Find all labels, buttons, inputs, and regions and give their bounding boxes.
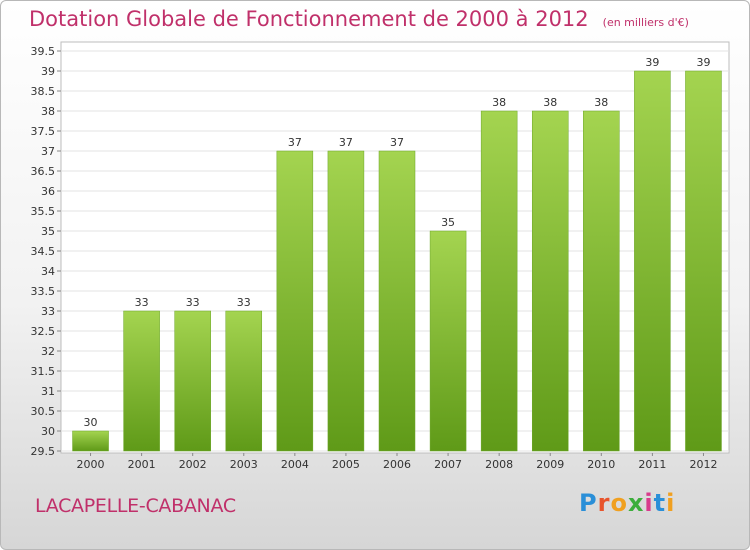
y-tick-label: 36 <box>41 185 55 198</box>
proxiti-logo: Proxiti <box>579 489 676 517</box>
bar-2009 <box>531 110 569 452</box>
x-tick-label: 2004 <box>281 458 309 471</box>
value-labels: 30 33 33 33 37 37 37 35 38 38 38 39 39 <box>84 56 711 429</box>
x-tick-label: 2009 <box>536 458 564 471</box>
x-tick-label: 2010 <box>587 458 615 471</box>
y-tick-label: 30.5 <box>31 405 56 418</box>
value-label: 30 <box>84 416 98 429</box>
y-tick-label: 37.5 <box>31 125 56 138</box>
y-tick-label: 32 <box>41 345 55 358</box>
x-axis: 2000 2001 2002 2003 2004 2005 2006 2007 2008 2009… <box>77 453 717 471</box>
x-tick-label: 2005 <box>332 458 360 471</box>
y-axis: 29.5 30 30.5 31 31.5 32 32.5 33 33.5 34 34.5 35 35.5… <box>31 45 61 458</box>
bar-2002 <box>174 310 211 452</box>
x-tick-label: 2008 <box>485 458 513 471</box>
y-tick-label: 31 <box>41 385 55 398</box>
y-tick-label: 37 <box>41 145 55 158</box>
value-label: 37 <box>390 136 404 149</box>
bar-2012 <box>685 70 722 452</box>
y-tick-label: 29.5 <box>31 445 56 458</box>
bar-2005 <box>327 150 365 452</box>
y-tick-label: 38 <box>41 105 55 118</box>
x-tick-label: 2011 <box>638 458 666 471</box>
y-tick-label: 30 <box>41 425 55 438</box>
value-label: 37 <box>339 136 353 149</box>
value-label: 35 <box>441 216 455 229</box>
y-tick-label: 34.5 <box>31 245 56 258</box>
x-tick-label: 2002 <box>179 458 207 471</box>
bar-2007 <box>429 230 467 452</box>
value-label: 39 <box>645 56 659 69</box>
y-tick-label: 39 <box>41 65 55 78</box>
value-label: 38 <box>492 96 506 109</box>
bar-2006 <box>378 150 416 452</box>
y-tick-label: 33 <box>41 305 55 318</box>
x-tick-label: 2012 <box>689 458 717 471</box>
y-tick-label: 38.5 <box>31 85 56 98</box>
bars <box>72 70 722 452</box>
bar-2011 <box>634 70 671 452</box>
place-name: LACAPELLE-CABANAC <box>35 495 236 517</box>
bar-2001 <box>123 310 160 452</box>
y-tick-label: 39.5 <box>31 45 56 58</box>
bar-2010 <box>583 110 620 452</box>
x-tick-label: 2001 <box>128 458 156 471</box>
chart-title: Dotation Globale de Fonctionnement de 20… <box>29 7 689 31</box>
y-tick-label: 34 <box>41 265 55 278</box>
y-tick-label: 36.5 <box>31 165 56 178</box>
bar-2003 <box>225 310 263 452</box>
y-tick-label: 31.5 <box>31 365 56 378</box>
x-tick-label: 2003 <box>230 458 258 471</box>
x-tick-label: 2000 <box>77 458 105 471</box>
y-tick-label: 35.5 <box>31 205 56 218</box>
value-label: 39 <box>696 56 710 69</box>
y-tick-label: 32.5 <box>31 325 56 338</box>
value-label: 38 <box>594 96 608 109</box>
bar-2000 <box>72 430 109 452</box>
y-tick-label: 35 <box>41 225 55 238</box>
x-tick-label: 2006 <box>383 458 411 471</box>
chart-title-text: Dotation Globale de Fonctionnement de 20… <box>29 7 589 31</box>
y-tick-label: 33.5 <box>31 285 56 298</box>
bar-2008 <box>480 110 518 452</box>
value-label: 33 <box>135 296 149 309</box>
x-tick-label: 2007 <box>434 458 462 471</box>
value-label: 38 <box>543 96 557 109</box>
value-label: 33 <box>237 296 251 309</box>
bar-2004 <box>276 150 314 452</box>
value-label: 33 <box>186 296 200 309</box>
chart-subtitle: (en milliers d'€) <box>602 16 689 29</box>
value-label: 37 <box>288 136 302 149</box>
